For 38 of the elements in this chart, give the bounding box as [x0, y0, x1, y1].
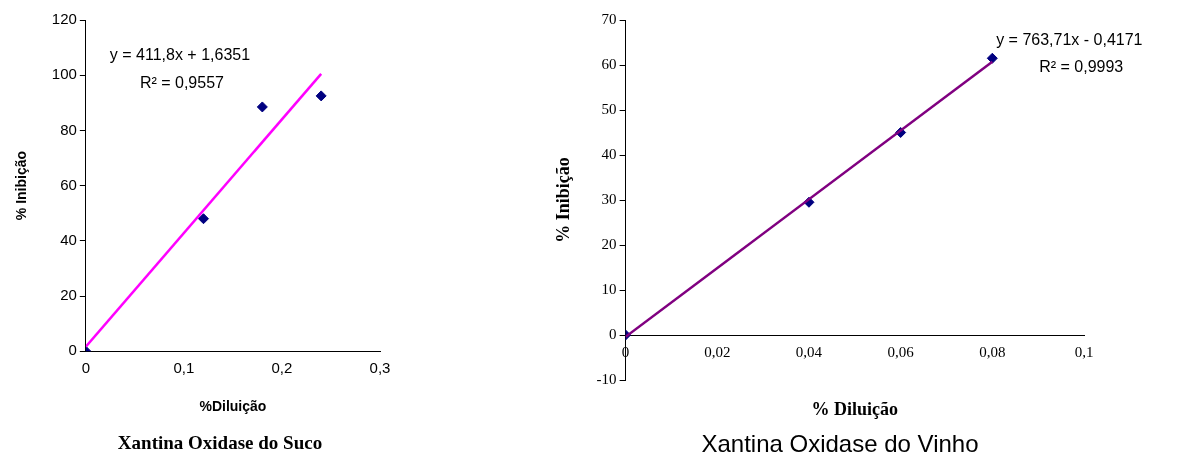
y-tick-label: 50 [601, 100, 617, 117]
point [198, 213, 209, 225]
point [986, 52, 998, 64]
y-tick-label: 40 [60, 230, 77, 248]
annotation: R² = 0,9993 [1039, 57, 1124, 75]
y-tick-label: 0 [609, 325, 617, 342]
y-tick-label: 60 [601, 55, 617, 72]
x-tick-label: 0 [81, 359, 90, 377]
y-tick-label: -10 [596, 370, 617, 387]
y-tick-label: 20 [601, 235, 617, 252]
x-tick-label: 0,1 [173, 359, 195, 377]
y-tick-label: 60 [60, 175, 77, 193]
text: Xantina Oxidase do Suco [116, 432, 324, 454]
y-tick-label: 100 [51, 65, 77, 83]
annotation: y = 763,71x - 0,4171 [996, 30, 1143, 48]
x-tick-label: 0,02 [704, 343, 731, 360]
y-tick-label: 120 [51, 10, 77, 28]
point [315, 90, 327, 102]
y-axis-title: % Inibição [553, 157, 574, 243]
x-axis-title: %Diluição [199, 398, 267, 415]
y-axis-title: % Inibição [13, 150, 30, 221]
y-tick-label: 10 [601, 280, 617, 297]
x-tick-label: 0,04 [795, 343, 823, 360]
y-tick-label: 80 [60, 120, 77, 138]
x-tick-label: 0,08 [979, 343, 1006, 360]
y-tick-label: 20 [60, 286, 77, 304]
y-tick-label: 70 [601, 10, 617, 27]
x-tick-label: 0,1 [1074, 343, 1094, 360]
annotation: R² = 0,9557 [139, 73, 225, 91]
text: Xantina Oxidase do Vinho [700, 430, 980, 458]
y-tick-label: 40 [601, 145, 617, 162]
annotation: y = 411,8x + 1,6351 [109, 46, 251, 64]
point [256, 101, 268, 113]
x-tick-label: 0,06 [887, 343, 915, 360]
y-tick-label: 30 [601, 190, 617, 207]
x-tick-label: 0,3 [369, 359, 391, 377]
x-axis-title: % Diluição [811, 398, 899, 419]
x-tick-label: 0,2 [271, 359, 293, 377]
